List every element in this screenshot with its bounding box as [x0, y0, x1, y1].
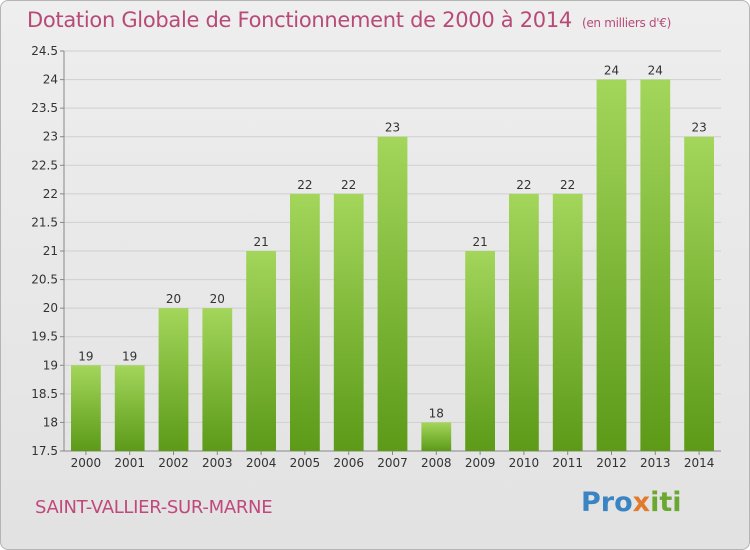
bar-2005: [290, 193, 320, 451]
x-tick-label-2006: 2006: [333, 456, 364, 470]
data-label-2007: 23: [385, 121, 400, 135]
y-tick-label: 22.5: [31, 158, 58, 172]
bar-2006: [333, 193, 364, 451]
y-tick-label: 21: [43, 244, 58, 258]
x-tick-label-2004: 2004: [246, 456, 277, 470]
logo-part-2: x: [632, 487, 651, 518]
bar-2007: [377, 136, 408, 451]
x-tick-label-2001: 2001: [114, 456, 145, 470]
y-tick-label: 20: [43, 301, 58, 315]
x-tick-label-2014: 2014: [684, 456, 715, 470]
x-tick-label-2003: 2003: [202, 456, 233, 470]
y-tick-label: 17.5: [31, 444, 58, 458]
y-tick-label: 19.5: [31, 330, 58, 344]
x-tick-label-2005: 2005: [290, 456, 321, 470]
bar-2004: [246, 251, 276, 451]
labels-layer: 17.5 18 18.5 19 19.5 20 20.5 21 21.5 22 22.5 23 23.5…: [31, 44, 714, 470]
bar-2012: [596, 79, 627, 452]
bar-2011: [552, 193, 583, 451]
bar-2002: [158, 308, 189, 451]
y-tick-label: 18: [43, 415, 58, 429]
data-label-2014: 23: [691, 121, 706, 135]
y-tick-label: 22: [43, 187, 58, 201]
x-tick-label-2010: 2010: [509, 456, 540, 470]
data-label-2006: 22: [341, 178, 356, 192]
bar-2008: [421, 422, 452, 451]
x-tick-label-2008: 2008: [421, 456, 452, 470]
data-label-2001: 19: [122, 349, 137, 363]
y-tick-label: 24: [43, 73, 58, 87]
bar-2001: [114, 365, 145, 451]
data-label-2009: 21: [472, 235, 487, 249]
data-label-2004: 21: [253, 235, 268, 249]
data-label-2011: 22: [560, 178, 575, 192]
bar-2013: [640, 79, 671, 452]
y-tick-label: 21.5: [31, 215, 58, 229]
x-tick-label-2002: 2002: [158, 456, 189, 470]
y-tick-label: 24.5: [31, 44, 58, 58]
x-tick-label-2011: 2011: [552, 456, 583, 470]
y-tick-label: 18.5: [31, 387, 58, 401]
chart-title: Dotation Globale de Fonctionnement de 20…: [27, 8, 671, 32]
y-tick-label: 20.5: [31, 273, 58, 287]
y-tick-label: 23: [43, 130, 58, 144]
place-name: SAINT-VALLIER-SUR-MARNE: [35, 497, 273, 518]
bar-2014: [684, 136, 714, 451]
y-tick-label: 23.5: [31, 101, 58, 115]
bar-2003: [202, 308, 233, 451]
data-label-2000: 19: [78, 349, 93, 363]
data-label-2013: 24: [648, 64, 663, 78]
logo-part-3: iti: [650, 487, 682, 518]
bar-2000: [71, 365, 101, 451]
data-label-2010: 22: [516, 178, 531, 192]
x-tick-label-2009: 2009: [465, 456, 496, 470]
proxiti-logo: Proxiti: [581, 487, 682, 518]
bars-layer: [71, 79, 714, 452]
x-tick-label-2013: 2013: [640, 456, 671, 470]
bar-2010: [509, 193, 539, 451]
y-tick-label: 19: [43, 358, 58, 372]
data-label-2005: 22: [297, 178, 312, 192]
x-tick-label-2007: 2007: [377, 456, 408, 470]
data-label-2008: 18: [429, 406, 444, 420]
chart-title-text: Dotation Globale de Fonctionnement de 20…: [27, 8, 572, 32]
x-tick-label-2000: 2000: [71, 456, 102, 470]
bar-2009: [465, 251, 495, 451]
data-label-2003: 20: [210, 292, 225, 306]
data-label-2012: 24: [604, 64, 619, 78]
chart-subtitle: (en milliers d'€): [581, 16, 671, 30]
x-tick-label-2012: 2012: [596, 456, 627, 470]
logo-part-1: Pro: [581, 487, 633, 518]
data-label-2002: 20: [166, 292, 181, 306]
